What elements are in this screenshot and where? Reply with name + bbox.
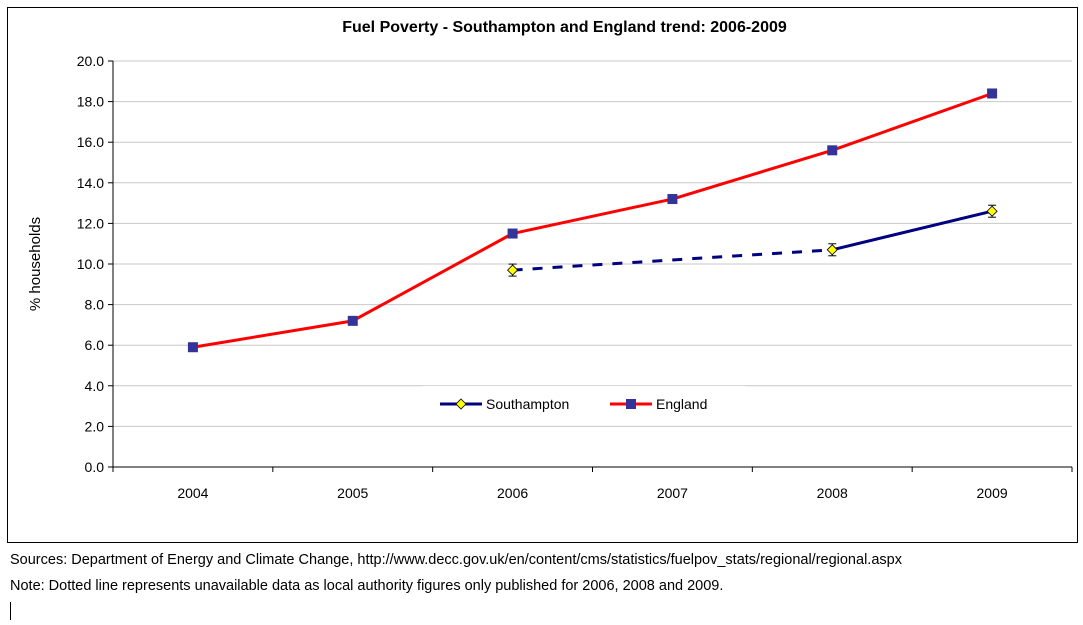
legend-label-england: England (656, 396, 707, 412)
chart-frame: Fuel Poverty - Southampton and England t… (7, 7, 1078, 543)
y-tick-label: 8.0 (85, 297, 105, 313)
y-axis-label: % households (27, 217, 44, 311)
y-tick-label: 10.0 (77, 256, 104, 272)
data-point-england (667, 194, 678, 205)
data-point-southampton (507, 264, 519, 276)
sources-note: Sources: Department of Energy and Climat… (10, 552, 902, 568)
data-point-england (187, 342, 198, 353)
y-tick-label: 12.0 (77, 215, 104, 231)
x-tick-label: 2006 (497, 485, 528, 501)
y-tick-label: 14.0 (77, 175, 104, 191)
series-line-england (512, 197, 673, 236)
series-line-england (352, 232, 514, 323)
chart-title: Fuel Poverty - Southampton and England t… (342, 19, 787, 36)
legend-marker-england (626, 399, 636, 409)
y-tick-label: 18.0 (77, 94, 104, 110)
x-tick-label: 2009 (977, 485, 1008, 501)
series-line-england (671, 148, 833, 201)
series-line-southampton (512, 248, 833, 272)
data-point-southampton (986, 205, 998, 217)
x-tick-label: 2004 (177, 485, 208, 501)
y-tick-label: 16.0 (77, 134, 104, 150)
data-point-england (827, 145, 838, 156)
data-point-england (507, 228, 518, 239)
x-tick-label: 2008 (817, 485, 848, 501)
data-point-england (987, 88, 998, 99)
text-cursor (10, 602, 11, 620)
line-chart: Fuel Poverty - Southampton and England t… (27, 19, 1073, 501)
series-line-england (192, 319, 353, 349)
y-tick-label: 2.0 (85, 418, 105, 434)
x-tick-label: 2007 (657, 485, 688, 501)
y-tick-label: 6.0 (85, 337, 105, 353)
y-tick-label: 4.0 (85, 378, 105, 394)
data-point-southampton (826, 244, 838, 256)
legend-label-southampton: Southampton (486, 396, 569, 412)
series-line-southampton (831, 209, 993, 252)
dotted-line-note: Note: Dotted line represents unavailable… (10, 578, 724, 594)
y-tick-label: 0.0 (85, 459, 105, 475)
legend-marker-southampton (455, 398, 467, 410)
series-line-england (831, 92, 993, 152)
x-tick-label: 2005 (337, 485, 368, 501)
data-point-england (347, 315, 358, 326)
y-tick-label: 20.0 (77, 53, 104, 69)
